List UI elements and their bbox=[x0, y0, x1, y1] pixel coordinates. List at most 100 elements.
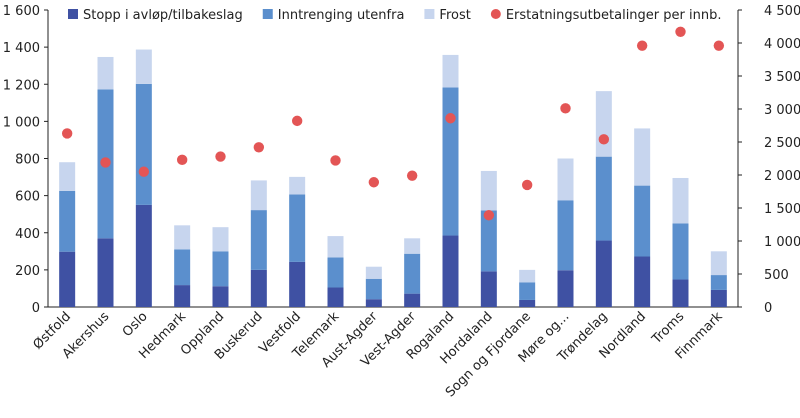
scatter-point bbox=[675, 26, 686, 37]
scatter-point bbox=[713, 40, 725, 51]
bar-segment bbox=[404, 253, 421, 294]
bar-segment bbox=[365, 278, 382, 300]
bar-segment bbox=[59, 251, 76, 307]
scatter-point bbox=[138, 166, 150, 177]
x-tick-label: Oslo bbox=[120, 309, 151, 340]
scatter-point bbox=[483, 210, 495, 221]
scatter-point bbox=[176, 154, 188, 166]
bar-segment bbox=[442, 87, 459, 236]
bar-segment bbox=[174, 285, 191, 307]
bar-segment bbox=[250, 180, 267, 211]
bar-segment bbox=[365, 266, 382, 279]
bar-segment bbox=[519, 269, 536, 283]
bar-segment bbox=[212, 227, 229, 252]
bar-segment bbox=[442, 235, 459, 307]
bar-segment bbox=[212, 251, 229, 287]
right-tick-label: 4 500 bbox=[764, 4, 800, 19]
legend-marker bbox=[490, 9, 501, 19]
bar-segment bbox=[710, 275, 727, 290]
scatter-point bbox=[291, 115, 303, 127]
scatter-point bbox=[61, 128, 73, 139]
bar-segment bbox=[327, 287, 344, 307]
bar-segment bbox=[480, 271, 497, 307]
bar-segment bbox=[519, 299, 536, 307]
bar-segment bbox=[289, 261, 306, 307]
scatter-point bbox=[215, 151, 226, 162]
left-tick-label: 400 bbox=[15, 227, 40, 242]
bar-segment bbox=[365, 299, 382, 307]
bar-segment bbox=[519, 282, 536, 300]
bar-segment bbox=[135, 83, 152, 205]
bar-segment bbox=[327, 236, 344, 258]
scatter-point bbox=[636, 40, 648, 51]
right-tick-label: 3 000 bbox=[764, 103, 800, 118]
left-tick-label: 0 bbox=[32, 301, 40, 316]
right-tick-label: 2 500 bbox=[764, 136, 800, 151]
right-tick-label: 2 000 bbox=[764, 169, 800, 184]
right-tick-label: 4 000 bbox=[764, 37, 800, 52]
bar-segment bbox=[289, 194, 306, 262]
bar-segment bbox=[135, 49, 152, 84]
right-tick-label: 1 000 bbox=[764, 235, 800, 250]
left-tick-label: 1 200 bbox=[3, 78, 40, 93]
right-tick-label: 500 bbox=[764, 268, 789, 283]
bar-segment bbox=[595, 156, 612, 241]
scatter-point bbox=[445, 113, 456, 124]
bar-segment bbox=[404, 293, 421, 307]
bar-segment bbox=[672, 279, 689, 307]
bar-segment bbox=[672, 177, 689, 224]
right-tick-label: 3 500 bbox=[764, 70, 800, 85]
bar-segment bbox=[59, 190, 76, 252]
bar-segment bbox=[634, 128, 651, 186]
scatter-point bbox=[253, 142, 265, 153]
scatter-point bbox=[100, 157, 111, 168]
legend-swatch bbox=[68, 9, 78, 19]
right-tick-label: 1 500 bbox=[764, 202, 800, 217]
left-tick-label: 600 bbox=[15, 190, 40, 205]
legend-label: Frost bbox=[439, 8, 470, 23]
bar-segment bbox=[97, 238, 114, 307]
left-tick-label: 200 bbox=[15, 264, 40, 279]
bar-segment bbox=[404, 238, 421, 254]
bar-segment bbox=[289, 176, 306, 195]
left-tick-label: 1 600 bbox=[3, 4, 40, 19]
bar-segment bbox=[212, 286, 229, 307]
legend-swatch bbox=[424, 9, 435, 19]
scatter-point bbox=[521, 179, 533, 191]
bar-segment bbox=[442, 54, 459, 88]
scatter-point bbox=[368, 177, 380, 188]
scatter-point bbox=[330, 155, 341, 166]
bar-segment bbox=[135, 204, 152, 307]
bar-segment bbox=[174, 225, 191, 250]
bar-segment bbox=[174, 249, 191, 286]
bar-segment bbox=[595, 240, 612, 307]
bar-segment bbox=[557, 158, 574, 201]
bar-segment bbox=[480, 210, 497, 272]
right-tick-label: 0 bbox=[764, 301, 772, 316]
legend-label: Erstatningsutbetalinger per innb. bbox=[506, 8, 722, 23]
left-tick-label: 1 400 bbox=[3, 41, 40, 56]
left-tick-label: 800 bbox=[15, 153, 40, 168]
bar-segment bbox=[595, 91, 612, 157]
bar-segment bbox=[634, 256, 651, 307]
legend-swatch bbox=[262, 9, 273, 19]
bar-segment bbox=[557, 270, 574, 307]
bar-segment bbox=[250, 210, 267, 270]
legend-label: Inntrenging utenfra bbox=[278, 8, 405, 23]
bar-segment bbox=[250, 269, 267, 307]
bar-segment bbox=[557, 200, 574, 271]
bar-segment bbox=[327, 257, 344, 288]
bar-segment bbox=[97, 56, 114, 90]
scatter-point bbox=[598, 134, 610, 145]
bar-segment bbox=[710, 289, 727, 307]
bar-segment bbox=[672, 223, 689, 280]
bar-segment bbox=[634, 185, 651, 257]
scatter-point bbox=[406, 170, 418, 181]
scatter-point bbox=[560, 103, 571, 114]
bar-segment bbox=[480, 170, 497, 211]
bar-segment bbox=[710, 251, 727, 276]
legend-label: Stopp i avløp/tilbakeslag bbox=[83, 8, 243, 23]
left-tick-label: 1 000 bbox=[3, 115, 40, 130]
